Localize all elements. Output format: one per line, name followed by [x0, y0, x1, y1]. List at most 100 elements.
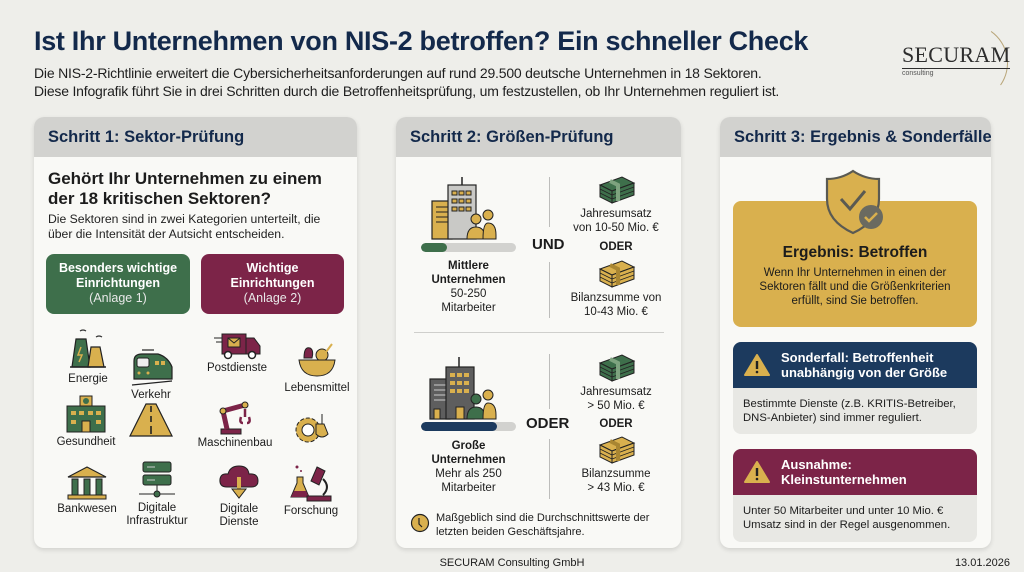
and-conjunction: UND [532, 236, 565, 253]
category-important-entities: Wichtige Einrichtungen (Anlage 2) [201, 254, 344, 314]
step3-heading: Schritt 3: Ergebnis & Sonderfälle [720, 117, 991, 157]
note-line: Maßgeblich sind die Durchschnittswerte d… [436, 512, 650, 524]
size-title: Unternehmen [431, 274, 506, 286]
note-line: letzten beiden Geschäftsjahre. [436, 526, 585, 538]
sector-energie: Energie [58, 327, 118, 386]
large-company-building-icon [429, 357, 497, 420]
sector-label: Digitale [137, 502, 177, 514]
special-case-text: Bestimmte Dienste (z.B. KRITIS-Betreiber… [743, 398, 956, 410]
balance-criterion-medium: Bilanzsumme von 10-43 Mio. € [556, 291, 676, 319]
sector-label: Digitale [219, 503, 259, 515]
category-label: Besonders wichtige [58, 261, 178, 275]
sector-digitale-dienste: Digitale Dienste [204, 463, 274, 529]
size-title: Große [451, 440, 486, 452]
description-line-2: über die Intensität der Autsicht entsche… [48, 227, 285, 241]
step2-heading: Schritt 2: Größen-Prüfung [396, 117, 681, 157]
category-annex: (Anlage 1) [89, 291, 147, 305]
securam-logo: SECURAM consulting [900, 17, 1015, 109]
criterion-text: Jahresumsatz [580, 208, 652, 220]
sector-forschung: Forschung [278, 463, 344, 518]
result-title: Ergebnis: Betroffen [782, 244, 928, 261]
employee-range: 50-250 [450, 288, 487, 300]
footer-company: SECURAM Consulting GmbH [439, 557, 585, 569]
category-label: Einrichtungen [75, 276, 161, 290]
criterion-text: Jahresumsatz [580, 386, 652, 398]
special-case-title: Sonderfall: Betroffenheit [781, 350, 934, 365]
question-line-1: Gehört Ihr Unternehmen zu einem [48, 169, 322, 188]
page-title: Ist Ihr Unternehmen von NIS-2 betroffen?… [34, 26, 809, 56]
sector-question: Gehört Ihr Unternehmen zu einem der 18 k… [48, 169, 348, 209]
category-label: Wichtige [246, 261, 299, 275]
employee-range: Mitarbeiter [441, 302, 496, 314]
step1-card: Schritt 1: Sektor-Prüfung Gehört Ihr Unt… [34, 117, 357, 548]
sector-transport-road [126, 402, 176, 440]
criterion-text: von 10-50 Mio. € [573, 222, 659, 234]
clock-icon [410, 513, 430, 533]
sector-digitale-infrastruktur: Digitale Infrastruktur [122, 460, 192, 528]
footer-date: 13.01.2026 [954, 557, 1010, 569]
sector-label: Postdienste [206, 362, 268, 374]
size-title: Mittlere [448, 260, 489, 272]
sector-description: Die Sektoren sind in zwei Kategorien unt… [48, 212, 348, 242]
exception-header: Ausnahme: Kleinstunternehmen [733, 449, 977, 495]
special-case-body: Bestimmte Dienste (z.B. KRITIS-Betreiber… [733, 388, 977, 434]
balance-criterion-large: Bilanzsumme > 43 Mio. € [556, 467, 676, 495]
criterion-text: Bilanzsumme [581, 468, 651, 480]
average-values-note: Maßgeblich sind die Durchschnittswerte d… [436, 511, 676, 539]
robot-arm-icon [219, 401, 251, 435]
warning-icon [744, 461, 770, 483]
subtitle-line-2: Diese Infografik führt Sie in drei Schri… [34, 83, 780, 99]
green-money-stack-icon [598, 354, 636, 382]
exception-box: Ausnahme: Kleinstunternehmen Unter 50 Mi… [733, 449, 977, 542]
sector-chemie [288, 410, 336, 448]
warning-icon [744, 354, 770, 376]
medium-company-progress [421, 243, 516, 252]
food-bowl-icon [298, 343, 336, 377]
sector-bankwesen: Bankwesen [52, 465, 122, 516]
criterion-text: > 50 Mio. € [587, 400, 645, 412]
result-description: Wenn Ihr Unternehmen in einen der Sektor… [733, 266, 977, 308]
sector-label: Lebensmittel [284, 382, 350, 394]
employee-range: Mehr als 250 [435, 468, 502, 480]
delivery-van-icon [214, 333, 261, 360]
special-case-title: unabhängig von der Größe [781, 365, 948, 380]
power-plant-icon [70, 329, 106, 368]
category-label: Einrichtungen [230, 276, 315, 290]
exception-body: Unter 50 Mitarbeiter und unter 10 Mio. €… [733, 495, 977, 541]
step1-heading: Schritt 1: Sektor-Prüfung [34, 117, 357, 157]
result-line: Wenn Ihr Unternehmen in einen der [763, 267, 947, 279]
criterion-text: Bilanzsumme von [570, 292, 662, 304]
employee-range: Mitarbeiter [441, 482, 496, 494]
sector-postdienste: Postdienste [202, 330, 272, 375]
bank-icon [67, 466, 107, 500]
category-essential-entities: Besonders wichtige Einrichtungen (Anlage… [46, 254, 190, 314]
road-icon [129, 403, 173, 437]
logo-name: SECURAM [902, 42, 1011, 69]
question-line-2: der 18 kritischen Sektoren? [48, 189, 271, 208]
or-label: ODER [599, 241, 633, 253]
exception-title: Ausnahme: [781, 457, 852, 472]
special-case-box: Sonderfall: Betroffenheit unabhängig von… [733, 342, 977, 434]
gold-money-stack-icon [598, 260, 636, 288]
sector-label: Maschinenbau [197, 437, 273, 449]
divider-line [549, 439, 550, 499]
medium-company-label: Mittlere Unternehmen 50-250 Mitarbeiter [406, 259, 531, 315]
special-case-header: Sonderfall: Betroffenheit unabhängig von… [733, 342, 977, 388]
exception-text: Umsatz sind in der Regel ausgenommen. [743, 519, 951, 531]
turnover-criterion-large: Jahresumsatz > 50 Mio. € [556, 385, 676, 413]
sector-label: Dienste [219, 516, 259, 528]
train-icon [131, 349, 173, 386]
divider-line [549, 262, 550, 318]
category-annex: (Anlage 2) [243, 291, 302, 305]
divider-line [549, 354, 550, 409]
sector-maschinenbau: Maschinenbau [194, 395, 276, 450]
divider-line [549, 177, 550, 227]
section-divider [414, 332, 664, 333]
large-company-label: Große Unternehmen Mehr als 250 Mitarbeit… [406, 439, 531, 495]
microscope-icon [290, 465, 332, 502]
description-line-1: Die Sektoren sind in zwei Kategorien unt… [48, 212, 321, 226]
page-subtitle: Die NIS-2-Richtlinie erweitert die Cyber… [34, 64, 779, 100]
server-icon [139, 461, 175, 498]
size-title: Unternehmen [431, 454, 506, 466]
gear-chemistry-icon [295, 414, 329, 443]
